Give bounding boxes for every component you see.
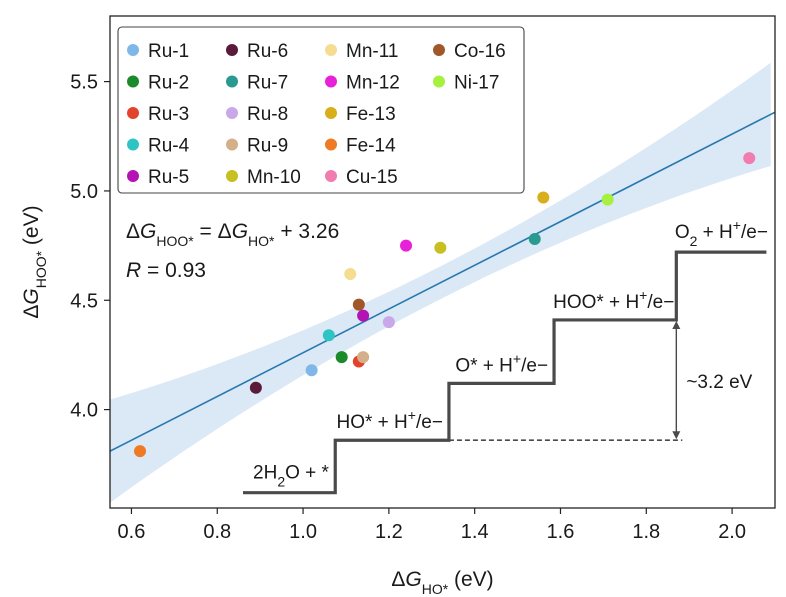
x-tick-label: 1.8: [632, 521, 660, 543]
tick-layer: 0.6 0.8 1.0 1.2 1.4 1.6 1.8 2.0 4.0 4.5 5.0 5.5: [70, 72, 746, 543]
gap-arrow-head-top: [672, 320, 681, 329]
data-point-layer: [134, 152, 756, 458]
legend: Ru-1 Ru-2 Ru-3 Ru-4 Ru-5 Ru-6 Ru-7 Ru-8 Ru-9 Mn-1…: [117, 26, 525, 194]
x-tick-label: 0.8: [203, 521, 231, 543]
legend-marker: [127, 107, 139, 119]
legend-label: Ru-5: [148, 167, 189, 188]
legend-marker: [127, 138, 139, 151]
data-point-ru-8: [382, 316, 395, 329]
data-point-ru-6: [249, 381, 262, 394]
x-axis-label: ΔGHO* (eV): [391, 568, 493, 597]
legend-marker: [226, 138, 238, 151]
fit-equation: ΔGHOO* = ΔGHO* + 3.26: [126, 220, 339, 249]
step-label: O* + H+/e−: [455, 350, 548, 376]
y-axis-label: ΔGHOO* (eV): [20, 205, 49, 318]
legend-label: Co-16: [454, 41, 506, 62]
r-value: R = 0.93: [126, 259, 206, 282]
x-tick-label: 1.4: [461, 521, 489, 543]
legend-label: Ru-7: [247, 73, 288, 94]
data-point-mn-12: [400, 239, 413, 252]
step-label: 2H2O + *: [253, 463, 330, 490]
staircase-path: [243, 250, 767, 495]
x-tick-label: 1.6: [547, 521, 575, 543]
data-point-ni-17: [601, 193, 614, 206]
legend-box: [117, 26, 525, 194]
legend-label: Fe-13: [346, 104, 396, 125]
legend-marker: [127, 44, 139, 56]
y-tick-label: 4.0: [70, 400, 98, 422]
legend-label: Ru-9: [247, 136, 288, 157]
step-label: HOO* + H+/e−: [553, 287, 674, 313]
legend-label: Ru-1: [148, 41, 189, 62]
legend-marker: [325, 138, 337, 151]
legend-marker: [433, 75, 445, 88]
y-tick-label: 5.0: [70, 181, 98, 203]
plot-frame: [109, 15, 776, 509]
fit-line: [110, 111, 775, 452]
legend-label: Ni-17: [454, 73, 499, 94]
gap-arrow-head-bottom: [672, 431, 681, 440]
data-point-co-16: [352, 298, 365, 311]
legend-label: Ru-4: [148, 136, 190, 157]
annotation-layer: ΔGHOO* = ΔGHO* + 3.26 R = 0.93: [126, 220, 339, 282]
staircase-layer: 2H2O + * HO* + H+/e− O* + H+/e− HOO* + H+/e…: [243, 217, 768, 495]
data-point-fe-14: [134, 445, 147, 458]
legend-marker: [127, 170, 139, 182]
legend-label: Mn-11: [346, 41, 398, 62]
data-point-ru-9: [357, 351, 370, 364]
legend-marker: [226, 44, 238, 56]
data-point-ru-2: [335, 351, 348, 364]
step-label: O2 + H+/e−: [675, 217, 768, 249]
legend-marker: [226, 170, 238, 182]
data-point-mn-11: [344, 268, 357, 281]
data-point-ru-7: [528, 233, 541, 246]
legend-marker: [325, 107, 337, 119]
step-label: HO* + H+/e−: [336, 407, 442, 433]
legend-marker: [226, 107, 238, 119]
x-tick-label: 2.0: [718, 521, 746, 543]
legend-label: Mn-10: [247, 167, 301, 188]
legend-marker: [325, 75, 337, 88]
fit-line-layer: [110, 111, 775, 452]
legend-label: Ru-8: [247, 104, 288, 125]
data-point-ru-4: [322, 329, 335, 342]
legend-label: Mn-12: [346, 73, 400, 94]
x-tick-label: 0.6: [118, 521, 146, 543]
y-tick-label: 5.5: [70, 72, 98, 94]
legend-label: Cu-15: [346, 167, 398, 188]
gap-label: ~3.2 eV: [686, 372, 752, 393]
data-point-ru-5: [357, 309, 370, 322]
legend-marker: [433, 44, 445, 56]
data-point-mn-10: [434, 241, 447, 254]
data-point-ru-1: [305, 364, 318, 377]
legend-label: Ru-6: [247, 41, 288, 62]
legend-marker: [325, 44, 337, 56]
data-point-cu-15: [743, 152, 756, 165]
axis-label-layer: ΔGHO* (eV) ΔGHOO* (eV): [20, 205, 494, 597]
legend-marker: [325, 170, 337, 182]
y-tick-label: 4.5: [70, 290, 98, 312]
legend-label: Fe-14: [346, 136, 396, 157]
x-tick-label: 1.2: [375, 521, 403, 543]
legend-marker: [226, 75, 238, 88]
legend-label: Ru-2: [148, 73, 189, 94]
legend-marker: [127, 75, 139, 88]
data-point-fe-13: [537, 191, 550, 204]
x-tick-label: 1.0: [289, 521, 317, 543]
legend-label: Ru-3: [148, 104, 189, 125]
